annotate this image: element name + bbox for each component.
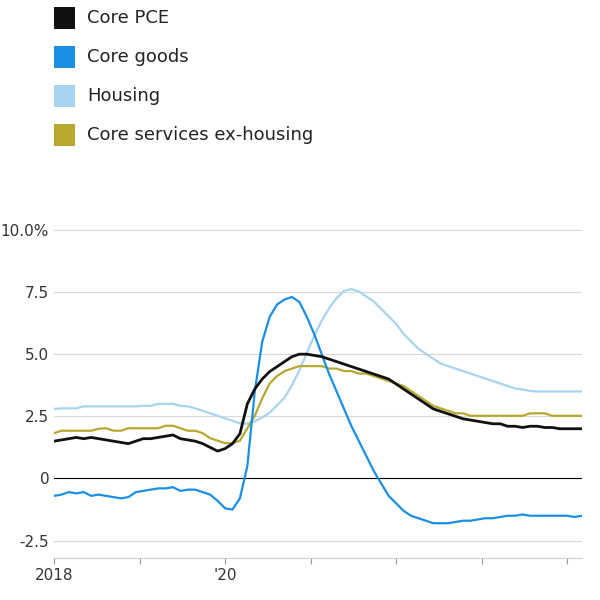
Text: Core PCE: Core PCE: [87, 9, 169, 27]
Text: Core services ex-housing: Core services ex-housing: [87, 126, 313, 144]
Text: Core goods: Core goods: [87, 48, 188, 66]
Text: Housing: Housing: [87, 87, 160, 105]
